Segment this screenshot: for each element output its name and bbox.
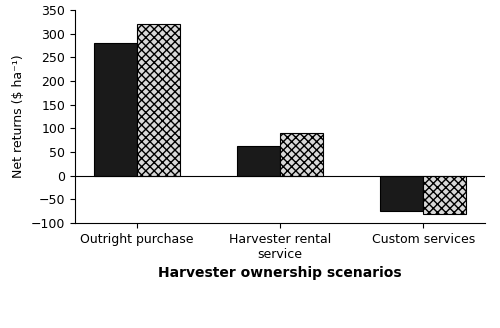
Bar [237,146,280,176]
Bar [380,176,424,211]
Bar [136,24,180,176]
Bar [424,176,467,214]
Bar [94,43,136,176]
X-axis label: Harvester ownership scenarios: Harvester ownership scenarios [158,266,402,280]
Bar [280,133,323,176]
Y-axis label: Net returns ($ ha⁻¹): Net returns ($ ha⁻¹) [12,55,26,178]
